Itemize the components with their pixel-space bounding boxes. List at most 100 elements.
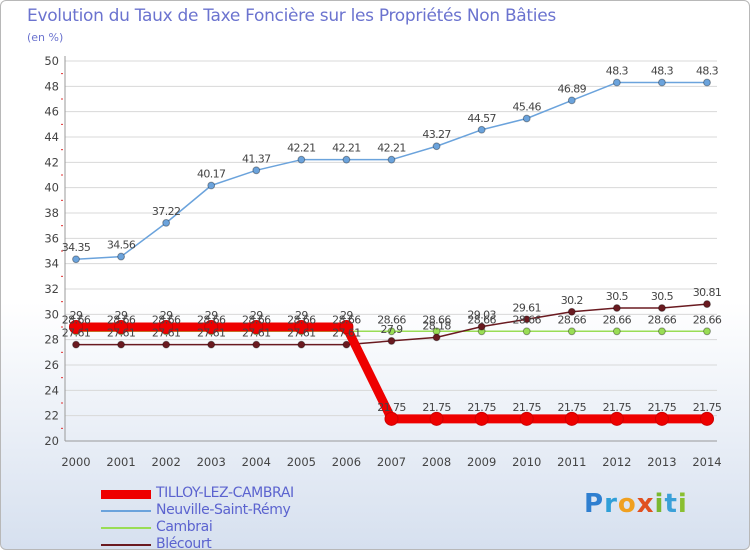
data-label: 28.66	[287, 313, 316, 326]
x-tick-label: 2001	[106, 455, 135, 469]
data-point	[703, 327, 711, 336]
x-tick-label: 2000	[61, 455, 90, 469]
series-line-1	[75, 81, 707, 260]
data-label: 28.66	[512, 313, 541, 326]
data-point	[567, 307, 576, 316]
x-tick-label: 2009	[467, 455, 496, 469]
data-point	[114, 320, 129, 334]
y-tick-label: 36	[44, 231, 59, 245]
data-point	[342, 155, 351, 164]
data-label: 28.66	[242, 313, 271, 326]
data-label: 46.89	[558, 82, 587, 95]
data-point	[117, 252, 125, 261]
data-label: 29	[340, 309, 353, 322]
data-label: 45.46	[512, 101, 541, 114]
data-label: 28.66	[648, 313, 677, 326]
data-label: 41.37	[242, 152, 271, 165]
x-tick-label: 2006	[332, 455, 361, 469]
data-label: 43.27	[422, 128, 451, 141]
data-point	[384, 411, 399, 426]
data-point	[703, 300, 711, 308]
data-label: 29	[160, 309, 173, 322]
data-label: 21.75	[648, 401, 677, 414]
logo-letter: r	[604, 489, 618, 519]
data-label: 42.21	[332, 142, 361, 155]
data-point	[297, 155, 306, 164]
data-label: 21.75	[693, 401, 722, 414]
data-label: 27.61	[152, 327, 181, 340]
y-tick-label: 38	[44, 206, 59, 220]
x-tick-label: 2013	[647, 455, 676, 469]
data-point	[159, 320, 174, 334]
logo-letter: t	[664, 489, 678, 519]
data-label: 28.66	[62, 313, 91, 326]
data-label: 48.3	[606, 65, 629, 78]
data-point	[654, 411, 669, 426]
data-point	[207, 181, 216, 190]
legend-label: Neuville-Saint-Rémy	[156, 502, 291, 518]
data-label: 29.61	[512, 301, 541, 314]
legend-label: Cambrai	[156, 519, 213, 535]
logo-letter: o	[617, 489, 637, 519]
y-tick-label: 44	[44, 130, 59, 144]
data-point	[519, 411, 534, 426]
data-point	[522, 327, 531, 336]
x-tick-label: 2003	[197, 455, 226, 469]
data-label: 21.75	[558, 401, 587, 414]
data-label: 27.61	[107, 327, 136, 340]
data-label: 27.61	[197, 327, 226, 340]
data-point	[69, 320, 83, 334]
data-point	[162, 340, 171, 349]
data-label: 34.56	[107, 239, 136, 252]
data-point	[564, 411, 579, 426]
y-tick-label: 30	[44, 307, 59, 321]
y-tick-label: 22	[44, 409, 59, 423]
data-label: 34.35	[62, 241, 91, 254]
data-point	[297, 340, 306, 349]
legend-swatch	[101, 544, 151, 546]
logo-letter: i	[677, 489, 688, 519]
data-label: 28.66	[422, 313, 451, 326]
data-label: 29	[295, 309, 308, 322]
legend-label: TILLOY-LEZ-CAMBRAI	[156, 485, 294, 501]
legend-swatch	[101, 489, 151, 499]
data-label: 28.66	[377, 313, 406, 326]
data-label: 30.2	[561, 294, 583, 307]
x-tick-label: 2005	[287, 455, 316, 469]
data-point	[703, 78, 711, 87]
data-point	[609, 411, 624, 426]
data-label: 27.9	[380, 323, 403, 336]
data-point	[387, 327, 396, 336]
data-point	[72, 255, 80, 264]
y-tick-label: 50	[44, 54, 59, 68]
data-label: 30.5	[606, 290, 629, 303]
data-point	[658, 304, 666, 312]
data-label: 28.66	[332, 313, 361, 326]
data-point	[207, 340, 216, 349]
data-label: 42.21	[377, 142, 406, 155]
x-tick-label: 2008	[422, 455, 451, 469]
data-point	[474, 411, 489, 426]
data-point	[387, 155, 396, 164]
logo-letter: x	[636, 489, 655, 519]
data-point	[477, 125, 486, 134]
data-point	[294, 320, 309, 334]
data-point	[252, 166, 261, 175]
x-tick-label: 2010	[512, 455, 541, 469]
legend-swatch	[101, 510, 151, 512]
y-tick-label: 34	[44, 257, 59, 271]
data-point	[432, 142, 441, 151]
data-point	[342, 340, 351, 349]
data-point	[658, 327, 666, 336]
data-label: 28.66	[197, 313, 226, 326]
data-point	[612, 304, 621, 312]
y-tick-label: 24	[44, 383, 59, 397]
data-label: 29.03	[467, 309, 496, 322]
data-label: 27.61	[332, 327, 361, 340]
data-point	[249, 320, 264, 334]
data-label: 21.75	[603, 401, 632, 414]
x-tick-label: 2004	[242, 455, 271, 469]
data-label: 29	[205, 309, 218, 322]
data-point	[387, 337, 396, 345]
